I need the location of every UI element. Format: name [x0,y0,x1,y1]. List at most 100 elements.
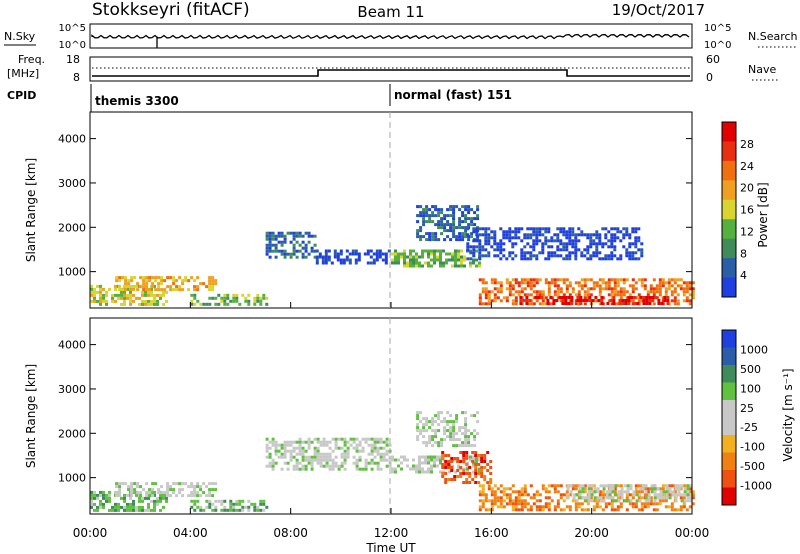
heatmap-cell [99,502,102,506]
heatmap-cell [511,490,515,494]
heatmap-cell [589,233,593,237]
heatmap-cell [289,452,293,456]
heatmap-cell [384,261,388,265]
heatmap-cell [640,284,644,288]
heatmap-cell [568,293,572,297]
heatmap-cell [568,254,572,258]
heatmap-cell [666,296,670,299]
heatmap-cell [478,299,482,303]
heatmap-cell [571,287,575,291]
heatmap-cell [325,461,329,465]
heatmap-cell [473,217,477,221]
heatmap-cell [616,505,620,509]
heatmap-cell [478,458,481,462]
heatmap-cell [434,238,438,242]
heatmap-cell [307,461,311,465]
heatmap-cell [436,255,439,259]
heatmap-cell [544,496,548,500]
heatmap-cell [286,440,290,444]
heatmap-cell [151,482,155,486]
heatmap-cell [614,493,618,497]
heatmap-cell [208,288,212,292]
heatmap-cell [333,255,337,259]
heatmap-cell [610,251,614,255]
heatmap-cell [238,508,242,512]
heatmap-cell [547,496,551,500]
heatmap-cell [220,296,224,300]
heatmap-cell [556,239,560,243]
heatmap-cell [574,508,578,512]
heatmap-cell [358,455,362,459]
heatmap-cell [505,502,509,506]
heatmap-cell [416,438,420,442]
heatmap-cell [415,261,418,265]
heatmap-cell [422,217,426,221]
heatmap-cell [108,287,111,291]
heatmap-cell [595,230,599,234]
heatmap-cell [623,490,627,494]
heatmap-cell [484,493,488,497]
heatmap-cell [487,233,491,237]
heatmap-cell [475,264,478,268]
heatmap-cell [370,446,374,450]
heatmap-cell [327,255,331,259]
heatmap-cell [589,287,593,291]
heatmap-cell [610,236,614,240]
heatmap-cell [677,484,681,488]
heatmap-cell [157,491,161,495]
heatmap-cell [418,470,421,474]
heatmap-cell [452,232,456,236]
heatmap-cell [190,491,194,495]
heatmap-cell [130,485,134,489]
heatmap-cell [175,279,179,283]
heatmap-cell [238,499,242,503]
heatmap-cell [364,467,368,471]
heatmap-cell [193,499,197,503]
heatmap-cell [286,231,290,235]
heatmap-cell [307,458,311,462]
heatmap-cell [334,440,338,444]
heatmap-cell [457,258,460,262]
heatmap-cell [442,249,445,253]
heatmap-cell [547,230,551,234]
colorbar-swatch [722,365,736,383]
heatmap-cell [568,505,572,509]
heatmap-cell [514,496,518,500]
x-tick-label: 12:00 [374,526,409,540]
heatmap-cell [181,282,185,286]
heatmap-cell [616,484,620,488]
heatmap-cell [467,217,471,221]
heatmap-cell [111,508,114,512]
heatmap-cell [505,257,509,261]
heatmap-cell [628,502,632,506]
heatmap-cell [391,467,394,471]
heatmap-cell [487,499,491,503]
heatmap-cell [631,505,635,509]
heatmap-cell [642,299,646,302]
heatmap-cell [546,302,550,305]
heatmap-cell [568,284,572,288]
heatmap-cell [361,449,365,453]
heatmap-cell [439,258,442,262]
heatmap-cell [484,248,488,252]
heatmap-cell [142,285,146,289]
heatmap-cell [469,249,472,253]
heatmap-cell [598,284,602,288]
heatmap-cell [274,440,278,444]
heatmap-cell [568,227,572,231]
heatmap-cell [321,255,325,259]
heatmap-cell [346,446,350,450]
heatmap-cell [421,249,424,253]
heatmap-cell [688,490,692,494]
heatmap-cell [578,493,582,497]
heatmap-cell [153,302,156,306]
heatmap-cell [520,239,524,243]
heatmap-cell [431,429,435,433]
heatmap-cell [190,494,194,498]
heatmap-cell [592,242,596,246]
heatmap-cell [93,508,96,512]
heatmap-cell [459,451,463,454]
heatmap-cell [372,261,376,265]
